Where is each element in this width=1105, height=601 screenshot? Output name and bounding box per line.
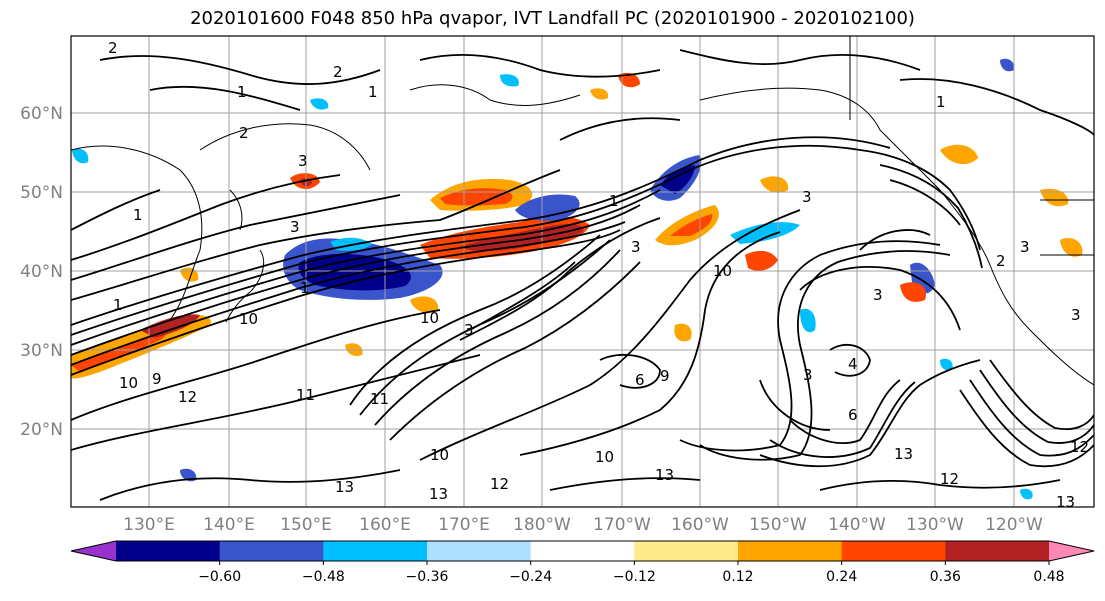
svg-text:13: 13: [1056, 493, 1075, 511]
colorbar-swatch: [841, 541, 946, 561]
svg-text:9: 9: [152, 370, 162, 388]
colorbar-swatch: [116, 541, 221, 561]
colorbar-swatch: [219, 541, 324, 561]
colorbar-tick-label: 0.48: [1033, 569, 1064, 585]
colorbar-swatch: [738, 541, 843, 561]
colorbar: [70, 540, 1095, 562]
lon-label: 140°E: [203, 515, 255, 535]
lon-label: 140°W: [828, 515, 886, 535]
colorbar-outline: [70, 540, 1095, 562]
colorbar-extend-high: [1049, 541, 1094, 561]
svg-text:13: 13: [655, 466, 674, 484]
colorbar-tick-label: −0.24: [509, 569, 552, 585]
colorbar-tick-label: 0.12: [722, 569, 753, 585]
svg-text:10: 10: [713, 262, 732, 280]
svg-text:1: 1: [133, 206, 143, 224]
map-panel: 2 2 1 1 2 3 1 3 1 1 3 10 1 9 10 10 3 3 1…: [71, 36, 1094, 511]
colorbar-tick-label: 0.36: [930, 569, 961, 585]
svg-text:1: 1: [936, 93, 946, 111]
colorbar-tick-label: −0.12: [613, 569, 656, 585]
svg-text:12: 12: [1070, 438, 1089, 456]
svg-text:13: 13: [429, 485, 448, 503]
svg-text:1: 1: [300, 279, 310, 297]
svg-text:6: 6: [635, 371, 645, 389]
lon-label: 160°E: [359, 515, 411, 535]
svg-text:1: 1: [113, 296, 123, 314]
lon-label: 150°W: [749, 515, 807, 535]
svg-text:2: 2: [239, 124, 249, 142]
svg-text:4: 4: [848, 355, 858, 373]
svg-text:3: 3: [802, 188, 812, 206]
svg-text:10: 10: [420, 309, 439, 327]
colorbar-tick-label: −0.48: [302, 569, 345, 585]
svg-text:1: 1: [609, 192, 619, 210]
svg-text:10: 10: [119, 374, 138, 392]
svg-text:3: 3: [803, 366, 813, 384]
lon-label: 130°W: [906, 515, 964, 535]
map-frame: [70, 35, 1095, 508]
colorbar-tick-label: −0.60: [198, 569, 241, 585]
svg-text:10: 10: [430, 446, 449, 464]
longitude-labels: 130°E 140°E 150°E 160°E 170°E 180°W 170°…: [123, 515, 1043, 535]
lon-label: 170°W: [593, 515, 651, 535]
svg-text:9: 9: [660, 367, 670, 385]
svg-text:3: 3: [631, 238, 641, 256]
lon-label: 130°E: [123, 515, 175, 535]
svg-text:10: 10: [239, 310, 258, 328]
svg-text:3: 3: [873, 286, 883, 304]
svg-text:1: 1: [368, 83, 378, 101]
svg-text:13: 13: [335, 478, 354, 496]
lon-label: 160°W: [671, 515, 729, 535]
lon-label: 180°W: [513, 515, 571, 535]
colorbar-swatch: [945, 541, 1050, 561]
svg-text:3: 3: [1020, 238, 1030, 256]
lat-label: 20°N: [20, 420, 63, 440]
svg-text:3: 3: [464, 321, 474, 339]
svg-text:11: 11: [296, 386, 315, 404]
colorbar-swatch: [530, 541, 635, 561]
svg-text:3: 3: [298, 152, 308, 170]
colorbar-tick-label: −0.36: [406, 569, 449, 585]
colorbar-swatch: [427, 541, 532, 561]
lon-label: 170°E: [438, 515, 490, 535]
svg-text:2: 2: [333, 63, 343, 81]
svg-text:3: 3: [290, 218, 300, 236]
svg-text:3: 3: [1071, 306, 1081, 324]
map-title: 2020101600 F048 850 hPa qvapor, IVT Land…: [190, 8, 915, 29]
svg-text:12: 12: [490, 475, 509, 493]
svg-text:12: 12: [178, 388, 197, 406]
contour-labels: 2 2 1 1 2 3 1 3 1 1 3 10 1 9 10 10 3 3 1…: [108, 39, 1089, 511]
latitude-labels: 60°N 50°N 40°N 30°N 20°N: [20, 104, 63, 440]
lat-label: 50°N: [20, 183, 63, 203]
svg-text:13: 13: [894, 445, 913, 463]
graticule: [71, 36, 1094, 507]
colorbar-swatch: [634, 541, 739, 561]
svg-text:12: 12: [940, 470, 959, 488]
svg-text:2: 2: [996, 252, 1006, 270]
colorbar-tick-label: 0.24: [826, 569, 857, 585]
colorbar-extend-low: [71, 541, 116, 561]
lat-label: 30°N: [20, 341, 63, 361]
svg-text:1: 1: [237, 83, 247, 101]
lon-label: 120°W: [985, 515, 1043, 535]
lon-label: 150°E: [280, 515, 332, 535]
svg-text:2: 2: [108, 39, 118, 57]
svg-text:10: 10: [595, 448, 614, 466]
ivt-contours: [71, 49, 1094, 501]
lat-label: 40°N: [20, 262, 63, 282]
svg-text:6: 6: [848, 406, 858, 424]
lat-label: 60°N: [20, 104, 63, 124]
colorbar-tick-labels: −0.60 −0.48 −0.36 −0.24 −0.12 0.12 0.24 0.36 0.4…: [198, 561, 1065, 585]
svg-text:11: 11: [370, 390, 389, 408]
colorbar-swatch: [323, 541, 428, 561]
